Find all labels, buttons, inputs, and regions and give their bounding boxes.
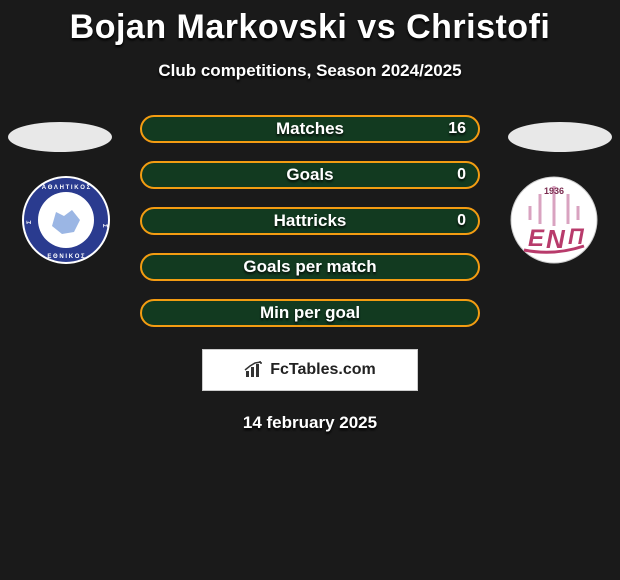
player-slot-right [508,122,612,152]
stat-right-value: 0 [457,163,466,187]
player-slot-left [8,122,112,152]
stat-right-value: 0 [457,209,466,233]
club-badge-right: 1936 E N Π [510,176,598,264]
stat-row-goals: Goals 0 [140,161,480,189]
enp-badge-icon: 1936 E N Π [510,176,598,264]
svg-text:Ε Θ Ν Ι Κ Ο Σ: Ε Θ Ν Ι Κ Ο Σ [47,254,85,260]
subtitle: Club competitions, Season 2024/2025 [0,61,620,81]
stat-label: Matches [276,119,344,139]
svg-text:Σ: Σ [101,224,107,228]
stat-row-hattricks: Hattricks 0 [140,207,480,235]
badge-year: 1936 [544,186,564,196]
stat-label: Hattricks [274,211,347,231]
date-text: 14 february 2025 [0,413,620,433]
svg-text:Σ: Σ [27,220,33,224]
stat-label: Min per goal [260,303,360,323]
svg-text:N: N [546,224,566,254]
stat-label: Goals [286,165,333,185]
ethnikos-badge-icon: Α Θ Λ Η Τ Ι Κ Ο Σ Ε Θ Ν Ι Κ Ο Σ Σ Σ [22,176,110,264]
source-logo: FcTables.com [202,349,418,391]
comparison-card: Bojan Markovski vs Christofi Club compet… [0,0,620,580]
logo-text: FcTables.com [270,361,376,379]
club-badge-left: Α Θ Λ Η Τ Ι Κ Ο Σ Ε Θ Ν Ι Κ Ο Σ Σ Σ [22,176,110,264]
bar-chart-icon [244,361,266,379]
svg-text:E: E [528,225,545,252]
svg-text:Α Θ Λ Η Τ Ι Κ Ο Σ: Α Θ Λ Η Τ Ι Κ Ο Σ [42,185,91,191]
stat-right-value: 16 [448,117,466,141]
stat-row-goals-per-match: Goals per match [140,253,480,281]
page-title: Bojan Markovski vs Christofi [0,8,620,47]
stat-row-matches: Matches 16 [140,115,480,143]
stat-row-min-per-goal: Min per goal [140,299,480,327]
stat-label: Goals per match [243,257,376,277]
